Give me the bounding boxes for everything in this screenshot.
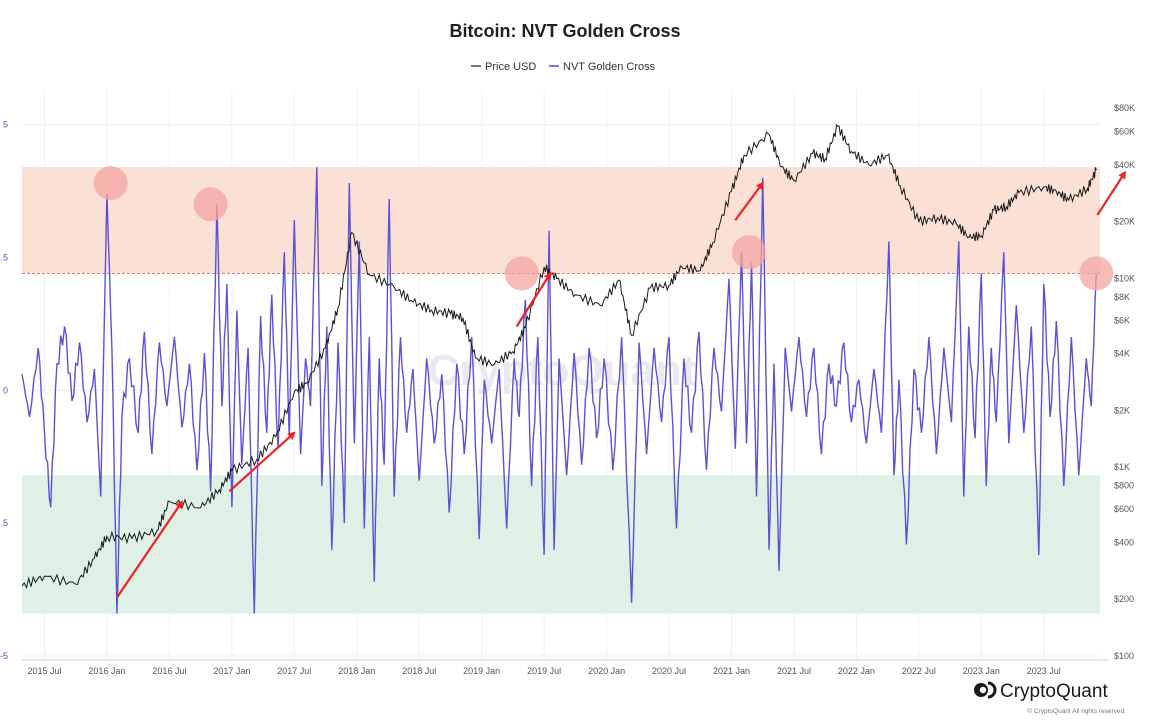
x-tick-label: 2017 Jul — [277, 666, 311, 676]
y-axis-right: $100 $200 $400 $600 $800 $1K $2K $4K $6K $8K $10K $… — [1114, 103, 1135, 661]
band-oversold — [22, 475, 1100, 614]
trend-arrow — [734, 181, 764, 221]
trend-arrow — [228, 431, 296, 493]
x-tick-label: 2023 Jul — [1027, 666, 1061, 676]
y-right-tick-label: $6K — [1114, 315, 1130, 325]
x-tick-label: 2015 Jul — [27, 666, 61, 676]
y-right-tick-label: $2K — [1114, 405, 1130, 415]
y-right-tick-label: $1K — [1114, 462, 1130, 472]
x-tick-label: 2020 Jul — [652, 666, 686, 676]
cryptoquant-logo-icon — [974, 681, 997, 699]
x-tick-label: 2020 Jan — [588, 666, 625, 676]
x-tick-label: 2018 Jul — [402, 666, 436, 676]
x-tick-label: 2017 Jan — [213, 666, 250, 676]
x-tick-label: 2021 Jan — [713, 666, 750, 676]
x-tick-label: 2016 Jul — [152, 666, 186, 676]
y-right-tick-label: $400 — [1114, 537, 1134, 547]
y-right-tick-label: $20K — [1114, 217, 1135, 227]
y-right-tick-label: $800 — [1114, 481, 1134, 491]
y-right-tick-label: $60K — [1114, 127, 1135, 137]
legend-price-label[interactable]: Price USD — [485, 61, 536, 73]
x-tick-label: 2023 Jan — [963, 666, 1000, 676]
x-tick-label: 2016 Jan — [88, 666, 125, 676]
y-left-tick-label: -5 — [0, 651, 8, 661]
trend-arrow — [1096, 170, 1127, 216]
y-left-tick-label: -2.5 — [0, 518, 8, 528]
highlight-circle — [193, 187, 228, 222]
y-left-tick-label: 5 — [3, 120, 8, 130]
brand-name: CryptoQuant — [1000, 681, 1108, 702]
y-right-tick-label: $200 — [1114, 594, 1134, 604]
annotations — [93, 166, 1127, 599]
y-right-tick-label: $8K — [1114, 292, 1130, 302]
x-axis: 2015 Jul 2016 Jan 2016 Jul 2017 Jan 2017 Jul… — [27, 666, 1060, 676]
bands — [22, 167, 1100, 614]
price-line — [21, 123, 1097, 590]
nvt-line — [21, 167, 1097, 614]
y-left-tick-label: 0 — [3, 385, 8, 395]
trend-arrow — [116, 500, 184, 599]
x-tick-label: 2021 Jul — [777, 666, 811, 676]
x-tick-label: 2019 Jan — [463, 666, 500, 676]
legend-nvt-label[interactable]: NVT Golden Cross — [563, 61, 656, 73]
y-right-tick-label: $100 — [1114, 651, 1134, 661]
x-tick-label: 2022 Jul — [902, 666, 936, 676]
x-tick-label: 2019 Jul — [527, 666, 561, 676]
nvt-series — [21, 167, 1097, 614]
y-left-tick-label: 2.5 — [0, 252, 8, 262]
legend: Price USD NVT Golden Cross — [471, 61, 656, 73]
brand-logo: CryptoQuant © CryptoQuant All rights res… — [974, 681, 1126, 715]
highlight-circle — [504, 256, 539, 291]
y-right-tick-label: $10K — [1114, 273, 1135, 283]
chart-title: Bitcoin: NVT Golden Cross — [449, 21, 680, 41]
price-series — [21, 123, 1097, 590]
highlight-circle — [731, 235, 766, 270]
y-right-tick-label: $40K — [1114, 160, 1135, 170]
trend-arrow — [515, 271, 552, 328]
highlight-circle — [1079, 256, 1114, 291]
y-right-tick-label: $4K — [1114, 349, 1130, 359]
band-overbought — [22, 167, 1100, 274]
copyright: © CryptoQuant All rights reserved. — [1027, 707, 1126, 715]
x-tick-label: 2022 Jan — [838, 666, 875, 676]
x-tick-label: 2018 Jan — [338, 666, 375, 676]
y-right-tick-label: $80K — [1114, 103, 1135, 113]
y-axis-left: 5 2.5 0 -2.5 -5 — [0, 120, 8, 661]
y-right-tick-label: $600 — [1114, 504, 1134, 514]
highlight-circle — [93, 166, 128, 201]
